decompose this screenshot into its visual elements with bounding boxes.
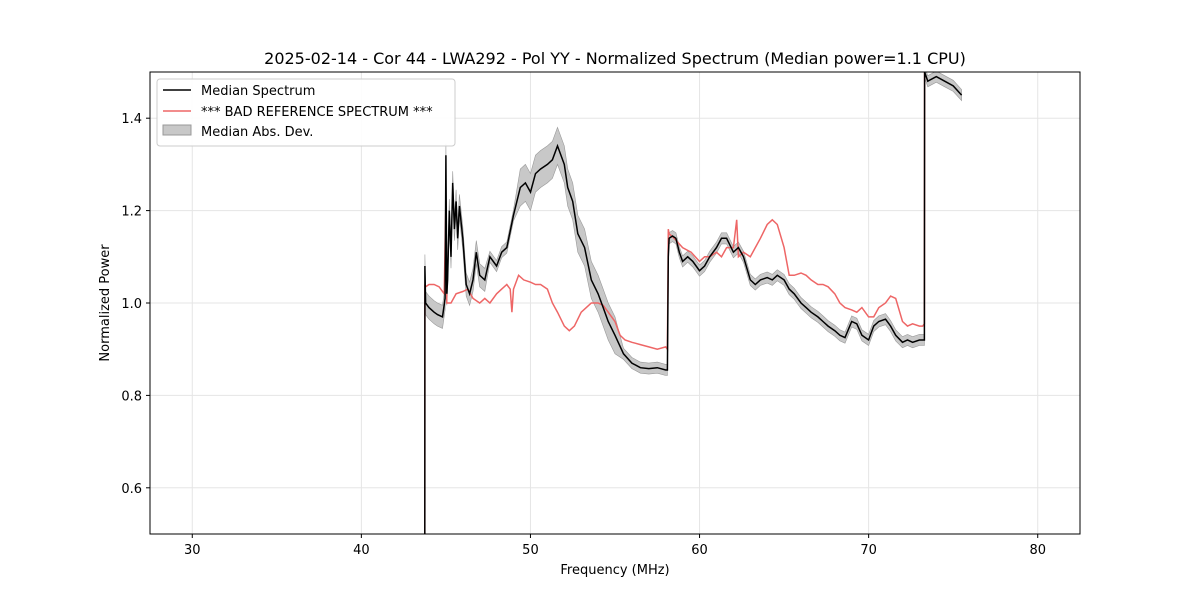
axes: 30 40 50 60 70 80 0.6 0.8 1.0 1.2 1.4 (121, 112, 1046, 558)
y-tick-label: 1.2 (121, 205, 142, 220)
legend: Median Spectrum *** BAD REFERENCE SPECTR… (156, 78, 456, 147)
legend-box (156, 78, 456, 147)
x-tick-label: 40 (353, 543, 370, 558)
x-tick-label: 50 (522, 543, 539, 558)
legend-entry-mad: Median Abs. Dev. (201, 125, 313, 140)
legend-entry-reference: *** BAD REFERENCE SPECTRUM *** (201, 105, 433, 120)
y-tick-label: 1.0 (121, 297, 142, 312)
x-tick-label: 60 (691, 543, 708, 558)
chart-title: 2025-02-14 - Cor 44 - LWA292 - Pol YY - … (264, 49, 966, 68)
legend-swatch-mad (162, 124, 192, 136)
x-axis-label: Frequency (MHz) (560, 563, 669, 578)
x-tick-label: 30 (184, 543, 201, 558)
median-spectrum-line (424, 72, 963, 534)
x-tick-label: 70 (860, 543, 877, 558)
y-tick-label: 1.4 (121, 112, 142, 127)
plot-area (424, 72, 963, 534)
y-axis-label: Normalized Power (98, 244, 113, 362)
legend-entry-median: Median Spectrum (201, 84, 315, 99)
x-tick-label: 80 (1029, 543, 1046, 558)
y-tick-label: 0.6 (121, 482, 142, 497)
mad-band (424, 72, 962, 376)
y-tick-label: 0.8 (121, 389, 142, 404)
